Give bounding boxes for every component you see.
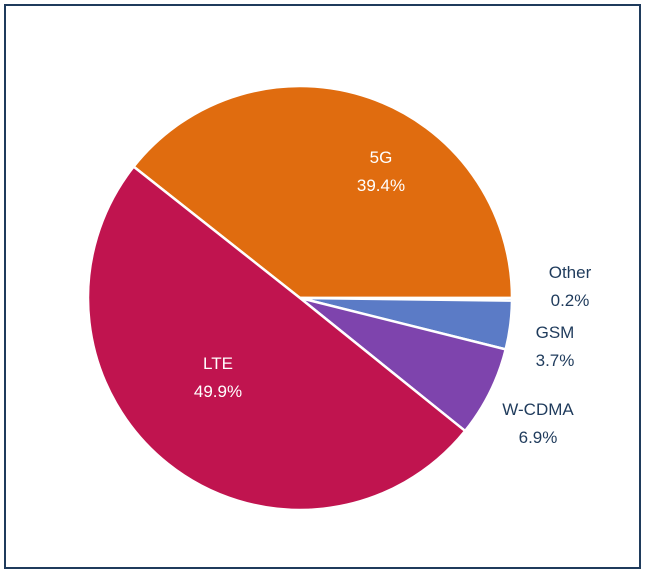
- slice-percent-gsm: 3.7%: [536, 351, 575, 370]
- pie-labels: 5G 39.4% Other 0.2% GSM 3.7% W-CDMA 6.9% LTE 49.9…: [194, 148, 592, 447]
- slice-percent-w-cdma: 6.9%: [519, 428, 558, 447]
- slice-label-5g: 5G: [370, 148, 393, 167]
- pie-slice-lte: [86, 165, 467, 512]
- slice-label-other: Other: [549, 263, 592, 282]
- slice-percent-5g: 39.4%: [357, 176, 405, 195]
- pie-slices: [86, 84, 514, 512]
- slice-percent-lte: 49.9%: [194, 382, 242, 401]
- pie-slice-5g: [132, 84, 514, 300]
- slice-label-gsm: GSM: [536, 323, 575, 342]
- slice-label-lte: LTE: [203, 354, 233, 373]
- slice-label-w-cdma: W-CDMA: [502, 400, 574, 419]
- slice-percent-other: 0.2%: [551, 291, 590, 310]
